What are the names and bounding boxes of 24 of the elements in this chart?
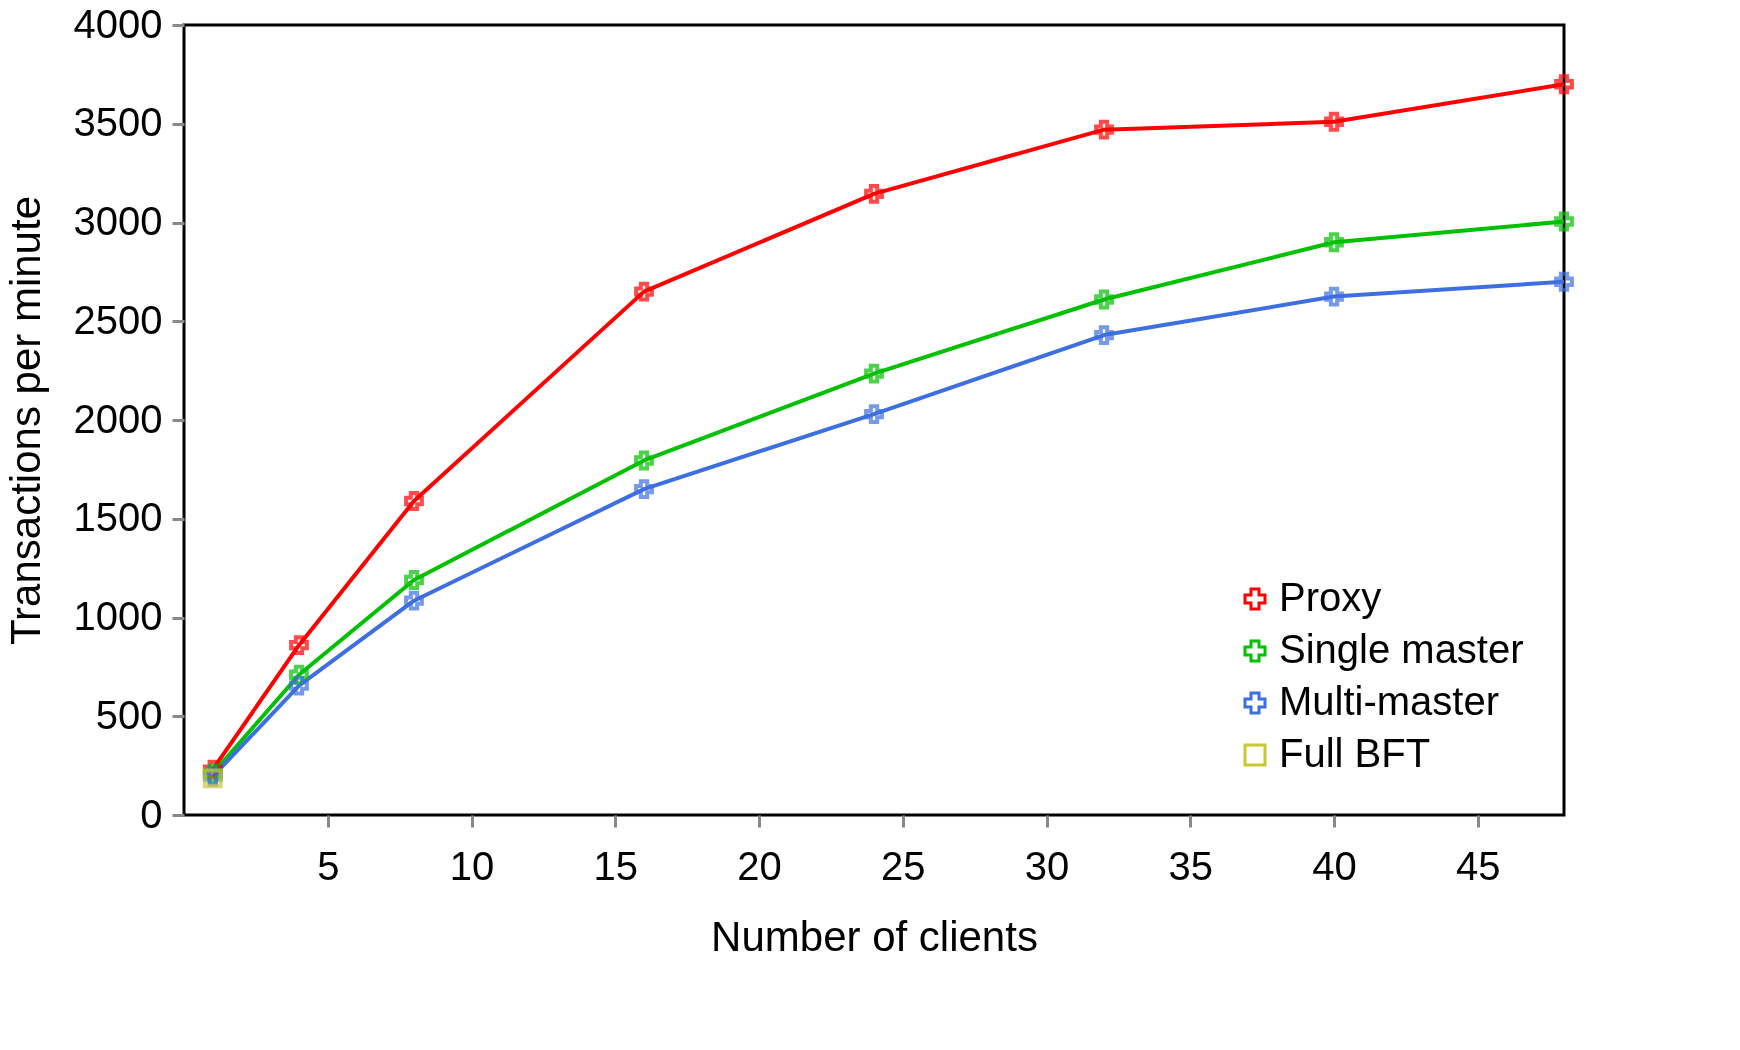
y-tick-label: 3500 — [73, 100, 163, 145]
x-tick-label: 20 — [737, 843, 782, 888]
y-tick-label: 1000 — [73, 594, 163, 638]
legend-label: Proxy — [1279, 575, 1382, 619]
x-tick-label: 45 — [1456, 843, 1501, 888]
y-axis-title: Transactions per minute — [1, 196, 49, 645]
y-tick-label: 0 — [140, 791, 163, 836]
x-tick-label: 25 — [881, 843, 926, 888]
y-tick-label: 500 — [95, 692, 163, 737]
x-tick-label: 15 — [593, 843, 638, 888]
x-tick-label: 35 — [1168, 843, 1213, 888]
x-axis-title: Number of clients — [711, 912, 1038, 960]
y-tick-label: 2500 — [73, 297, 163, 342]
x-tick-label: 40 — [1312, 843, 1357, 888]
x-tick-label: 10 — [449, 843, 495, 888]
legend-label: Multi-master — [1279, 679, 1500, 723]
y-tick-label: 3000 — [73, 199, 163, 243]
y-tick-label: 1500 — [73, 495, 163, 540]
x-tick-label: 5 — [317, 843, 340, 888]
legend-label: Single master — [1279, 627, 1524, 671]
y-tick-label: 4000 — [73, 1, 163, 46]
x-tick-label: 30 — [1024, 843, 1070, 888]
legend-label: Full BFT — [1279, 731, 1431, 775]
y-tick-label: 2000 — [73, 396, 163, 441]
